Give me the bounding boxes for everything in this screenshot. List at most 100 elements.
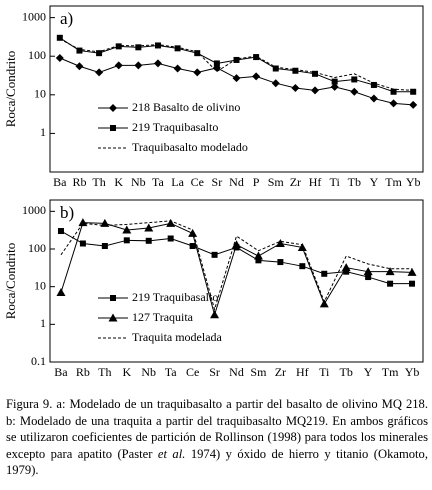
marker xyxy=(123,237,130,244)
y-tick-label: 10 xyxy=(34,87,46,101)
x-tick-label: Zr xyxy=(290,175,301,189)
figure: a) Roca/Condrito 1 10 100 1000 Ba Rb Th K Nb Ta La Ce… xyxy=(3,5,424,379)
marker xyxy=(291,84,300,93)
marker xyxy=(409,280,416,287)
marker xyxy=(275,238,285,247)
x-tick-label: Ti xyxy=(319,365,330,379)
series-line xyxy=(60,220,413,312)
x-tick-label: K xyxy=(122,365,131,379)
marker xyxy=(331,78,338,85)
marker xyxy=(299,263,306,270)
x-tick-label: Yb xyxy=(406,175,421,189)
marker xyxy=(297,242,307,251)
marker xyxy=(56,288,66,297)
x-tick-label: Nd xyxy=(229,365,244,379)
legend-label: 218 Basalto de olivino xyxy=(132,100,240,114)
x-tick-label: La xyxy=(171,175,184,189)
marker xyxy=(188,228,198,237)
marker xyxy=(134,61,143,70)
legend-marker xyxy=(110,125,116,131)
marker xyxy=(292,67,299,74)
series-line xyxy=(60,230,413,285)
marker xyxy=(56,34,63,41)
marker xyxy=(167,235,174,242)
marker xyxy=(390,88,397,95)
x-tick-label: P xyxy=(253,175,260,189)
marker xyxy=(78,218,88,227)
marker xyxy=(213,60,220,67)
x-tick-label: Ti xyxy=(330,175,341,189)
marker xyxy=(369,94,378,103)
y-axis-label: Roca/Condrito xyxy=(3,243,18,320)
caption-italic: et al. xyxy=(157,446,186,461)
marker xyxy=(153,59,162,68)
x-tick-label: Ta xyxy=(152,175,164,189)
x-tick-label: Tm xyxy=(382,365,399,379)
panel-label: a) xyxy=(60,9,73,28)
x-tick-label: Sr xyxy=(212,175,223,189)
caption: Figura 9. a: Modelado de un traquibasalt… xyxy=(6,396,428,479)
x-tick-label: Ce xyxy=(186,365,199,379)
y-tick-label: 100 xyxy=(28,48,46,62)
marker xyxy=(154,42,161,49)
legend-label: Traquibasalto modelado xyxy=(132,140,248,154)
x-tick-label: Y xyxy=(370,175,379,189)
marker xyxy=(55,53,64,62)
x-tick-label: Sr xyxy=(209,365,220,379)
x-tick-label: Th xyxy=(92,175,105,189)
x-tick-label: Hf xyxy=(309,175,322,189)
marker xyxy=(319,299,329,308)
marker xyxy=(389,99,398,108)
marker xyxy=(253,251,263,260)
marker xyxy=(95,68,104,77)
marker xyxy=(76,47,83,54)
series-line xyxy=(59,38,414,91)
y-tick-label: 10 xyxy=(34,278,46,292)
marker xyxy=(211,251,218,258)
marker xyxy=(410,88,417,95)
marker xyxy=(193,68,202,77)
x-tick-label: Ce xyxy=(191,175,204,189)
x-tick-label: K xyxy=(114,175,123,189)
legend-marker xyxy=(109,104,117,112)
marker xyxy=(166,218,176,227)
plot-frame xyxy=(49,199,424,363)
marker xyxy=(233,56,240,63)
marker xyxy=(189,243,196,250)
x-tick-label: Yb xyxy=(405,365,420,379)
legend-label: 219 Traquibasalto xyxy=(132,290,218,304)
legend-label: 219 Traquibasalto xyxy=(132,120,218,134)
y-tick-label: 1000 xyxy=(22,9,46,23)
x-tick-label: Nd xyxy=(229,175,244,189)
marker xyxy=(370,81,377,88)
marker xyxy=(135,44,142,51)
marker xyxy=(363,267,373,276)
x-tick-label: Ta xyxy=(165,365,177,379)
marker xyxy=(144,223,154,232)
x-tick-label: Rb xyxy=(76,365,90,379)
legend-label: Traquita modelada xyxy=(132,330,223,344)
marker xyxy=(194,50,201,57)
legend-label: 127 Traquita xyxy=(132,310,194,324)
marker xyxy=(311,86,320,95)
marker xyxy=(407,267,417,276)
marker xyxy=(272,65,279,72)
marker xyxy=(351,76,358,83)
x-tick-label: Tm xyxy=(385,175,402,189)
caption-text: 1974) y óxido de hierro y titanio (Okamo… xyxy=(6,446,428,478)
x-tick-label: Tb xyxy=(348,175,361,189)
plot-frame xyxy=(49,5,424,173)
y-tick-label: 1000 xyxy=(22,203,46,217)
y-axis-label: Roca/Condrito xyxy=(3,51,18,128)
marker xyxy=(365,274,372,281)
marker xyxy=(252,72,261,81)
x-tick-label: Ba xyxy=(53,175,67,189)
marker xyxy=(232,74,241,83)
marker xyxy=(277,259,284,266)
marker xyxy=(253,54,260,61)
x-tick-label: Y xyxy=(364,365,373,379)
marker xyxy=(96,50,103,57)
marker xyxy=(101,243,108,250)
marker xyxy=(232,240,241,249)
